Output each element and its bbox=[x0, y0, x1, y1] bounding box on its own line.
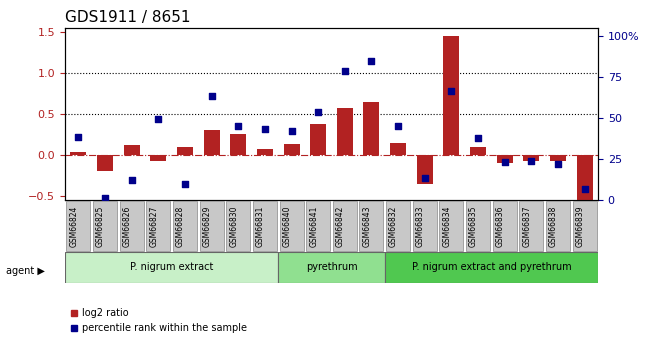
Text: GSM66843: GSM66843 bbox=[363, 205, 372, 247]
Point bbox=[553, 161, 564, 167]
Legend: log2 ratio, percentile rank within the sample: log2 ratio, percentile rank within the s… bbox=[70, 308, 246, 333]
FancyBboxPatch shape bbox=[493, 201, 517, 251]
Bar bbox=[417, 155, 433, 184]
Point bbox=[446, 88, 456, 93]
Bar bbox=[203, 130, 220, 155]
Bar bbox=[390, 142, 406, 155]
Text: GSM66839: GSM66839 bbox=[576, 205, 585, 247]
Point bbox=[153, 116, 164, 122]
FancyBboxPatch shape bbox=[306, 201, 330, 251]
FancyBboxPatch shape bbox=[413, 201, 437, 251]
FancyBboxPatch shape bbox=[439, 201, 463, 251]
FancyBboxPatch shape bbox=[66, 201, 90, 251]
Text: GSM66828: GSM66828 bbox=[176, 205, 185, 247]
Text: GSM66834: GSM66834 bbox=[443, 205, 451, 247]
FancyBboxPatch shape bbox=[120, 201, 144, 251]
Text: GSM66827: GSM66827 bbox=[150, 205, 159, 247]
Text: GSM66825: GSM66825 bbox=[96, 205, 105, 247]
Point bbox=[580, 186, 590, 192]
Point bbox=[313, 110, 324, 115]
Text: GSM66840: GSM66840 bbox=[283, 205, 292, 247]
Bar bbox=[97, 155, 113, 171]
Point bbox=[73, 134, 83, 139]
Point bbox=[206, 93, 216, 99]
Bar bbox=[497, 155, 513, 163]
FancyBboxPatch shape bbox=[146, 201, 170, 251]
FancyBboxPatch shape bbox=[386, 201, 410, 251]
FancyBboxPatch shape bbox=[519, 201, 543, 251]
Text: GSM66838: GSM66838 bbox=[549, 205, 558, 247]
Bar bbox=[363, 101, 380, 155]
Point bbox=[179, 181, 190, 186]
Bar bbox=[124, 145, 140, 155]
Bar bbox=[523, 155, 540, 161]
FancyBboxPatch shape bbox=[546, 201, 570, 251]
Text: pyrethrum: pyrethrum bbox=[306, 263, 358, 272]
Bar bbox=[257, 149, 273, 155]
Bar bbox=[310, 124, 326, 155]
Text: GSM66831: GSM66831 bbox=[256, 205, 265, 247]
Bar bbox=[337, 108, 353, 155]
Point bbox=[126, 178, 137, 183]
FancyBboxPatch shape bbox=[200, 201, 224, 251]
Text: GSM66836: GSM66836 bbox=[496, 205, 505, 247]
FancyBboxPatch shape bbox=[573, 201, 597, 251]
Text: GSM66829: GSM66829 bbox=[203, 205, 211, 247]
Text: P. nigrum extract and pyrethrum: P. nigrum extract and pyrethrum bbox=[411, 263, 571, 272]
Point bbox=[420, 176, 430, 181]
Bar bbox=[283, 144, 300, 155]
Bar bbox=[150, 155, 166, 161]
Text: GSM66833: GSM66833 bbox=[416, 205, 425, 247]
Text: GDS1911 / 8651: GDS1911 / 8651 bbox=[65, 10, 190, 25]
FancyBboxPatch shape bbox=[65, 252, 278, 283]
FancyBboxPatch shape bbox=[280, 201, 304, 251]
FancyBboxPatch shape bbox=[466, 201, 490, 251]
Point bbox=[526, 158, 537, 164]
Bar bbox=[230, 135, 246, 155]
Point bbox=[367, 58, 377, 64]
FancyBboxPatch shape bbox=[333, 201, 357, 251]
Text: agent ▶: agent ▶ bbox=[6, 266, 46, 276]
Text: GSM66824: GSM66824 bbox=[70, 205, 79, 247]
Bar bbox=[550, 155, 566, 161]
Point bbox=[100, 195, 110, 201]
Point bbox=[393, 123, 403, 128]
Point bbox=[287, 128, 297, 134]
FancyBboxPatch shape bbox=[278, 252, 385, 283]
Text: GSM66832: GSM66832 bbox=[389, 205, 398, 247]
FancyBboxPatch shape bbox=[253, 201, 277, 251]
Bar bbox=[577, 155, 593, 200]
Point bbox=[500, 159, 510, 165]
Text: P. nigrum extract: P. nigrum extract bbox=[130, 263, 213, 272]
Point bbox=[233, 123, 244, 128]
Text: GSM66841: GSM66841 bbox=[309, 205, 318, 247]
Bar bbox=[443, 36, 460, 155]
FancyBboxPatch shape bbox=[385, 252, 598, 283]
Point bbox=[473, 135, 484, 140]
Text: GSM66837: GSM66837 bbox=[523, 205, 532, 247]
FancyBboxPatch shape bbox=[226, 201, 250, 251]
Text: GSM66842: GSM66842 bbox=[336, 205, 344, 247]
Text: GSM66835: GSM66835 bbox=[469, 205, 478, 247]
FancyBboxPatch shape bbox=[173, 201, 197, 251]
Point bbox=[259, 126, 270, 132]
FancyBboxPatch shape bbox=[359, 201, 384, 251]
FancyBboxPatch shape bbox=[93, 201, 117, 251]
Bar bbox=[177, 147, 193, 155]
Point bbox=[339, 68, 350, 73]
Bar bbox=[470, 147, 486, 155]
Text: GSM66830: GSM66830 bbox=[229, 205, 239, 247]
Bar bbox=[70, 152, 86, 155]
Text: GSM66826: GSM66826 bbox=[123, 205, 131, 247]
